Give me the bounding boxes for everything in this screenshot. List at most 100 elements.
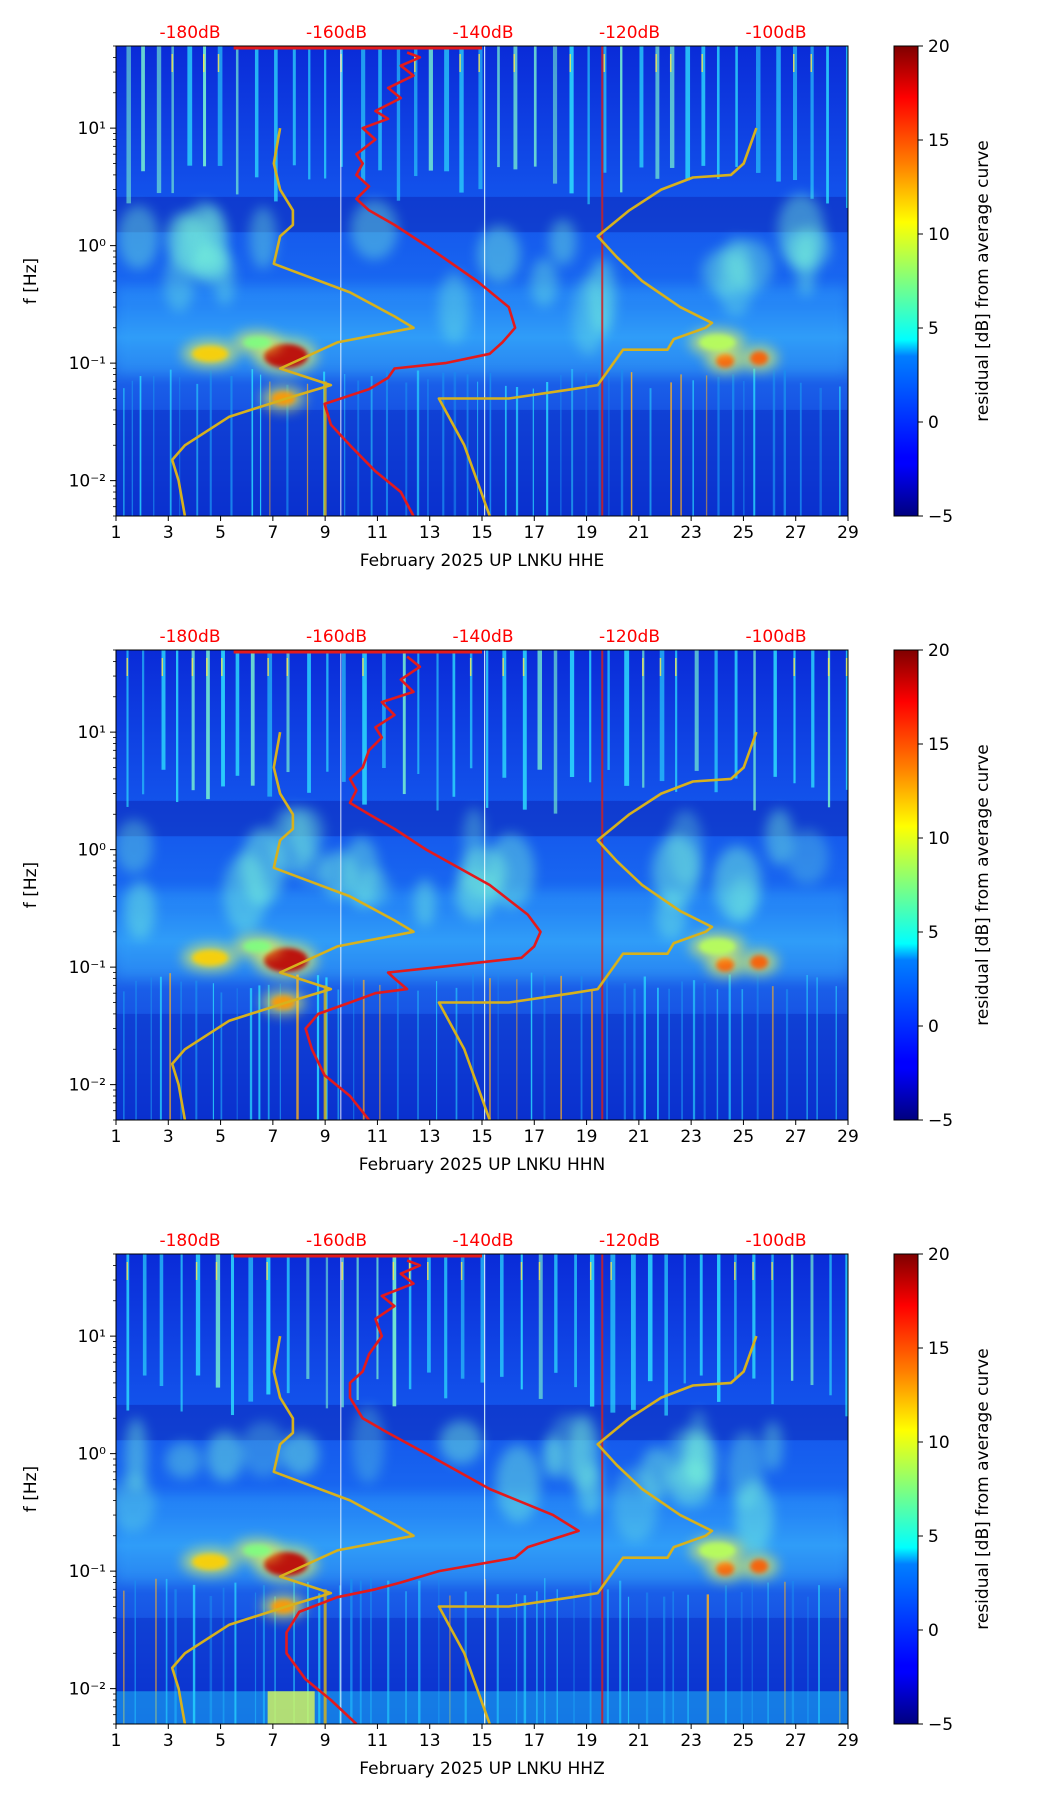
diffuse-energy	[116, 1475, 155, 1532]
x-tick-label: 17	[523, 1731, 545, 1751]
series-noise-model	[170, 127, 415, 516]
activity-streak	[126, 650, 129, 807]
colorbar-tick-label: 10	[928, 1433, 950, 1453]
x-tick-label: 19	[576, 523, 598, 543]
activity-streak	[308, 46, 311, 180]
db-scale-label: -180dB	[159, 23, 220, 43]
colorbar	[893, 45, 919, 517]
activity-streak	[206, 650, 210, 800]
activity-streak	[603, 46, 607, 173]
activity-streak-peak	[610, 1262, 612, 1280]
x-tick-label: 17	[523, 523, 545, 543]
diffuse-energy	[477, 225, 521, 283]
activity-streak-peak	[203, 54, 205, 72]
activity-streak	[620, 46, 623, 193]
low-frequency-band	[116, 1013, 848, 1120]
diffuse-energy	[206, 1431, 244, 1482]
activity-streak-peak	[392, 1262, 395, 1280]
activity-streak-peak	[642, 658, 644, 676]
activity-streak-peak	[126, 658, 128, 676]
series-noise-model	[170, 731, 415, 1120]
activity-streak	[537, 650, 543, 770]
activity-streak	[340, 46, 343, 167]
x-tick-label: 29	[837, 1127, 859, 1147]
activity-streak	[254, 46, 259, 178]
activity-streak-peak	[522, 658, 525, 676]
activity-streak-peak	[206, 658, 208, 676]
x-tick-label: 25	[733, 1731, 755, 1751]
activity-streak	[845, 1254, 848, 1417]
activity-streak	[647, 1254, 653, 1382]
x-tick-label: 1	[111, 1127, 122, 1147]
diffuse-energy	[727, 239, 773, 293]
x-axis-label: February 2025 UP LNKU HHN	[359, 1155, 606, 1175]
colorbar-tick-label: 0	[928, 1621, 939, 1641]
activity-streak	[553, 650, 558, 814]
activity-streak-peak	[341, 1262, 343, 1280]
y-tick-label: 10⁻²	[69, 1076, 106, 1096]
colorbar-tick-label: 15	[928, 1339, 950, 1359]
diffuse-energy	[786, 829, 829, 884]
x-tick-label: 25	[733, 1127, 755, 1147]
activity-streak	[694, 650, 699, 771]
activity-streak	[382, 650, 386, 769]
activity-streak	[444, 46, 450, 172]
activity-streak-peak	[221, 658, 223, 676]
activity-streak	[714, 650, 718, 793]
activity-streak	[664, 1254, 668, 1416]
x-axis-label: February 2025 UP LNKU HHE	[360, 551, 605, 571]
activity-streak-peak	[538, 1262, 541, 1280]
activity-streak	[589, 1254, 595, 1407]
activity-streak-peak	[362, 658, 364, 676]
diffuse-energy	[281, 1432, 319, 1476]
x-tick-label: 17	[523, 1127, 545, 1147]
activity-streak	[274, 46, 278, 202]
activity-streak-peak	[267, 658, 269, 676]
activity-streak	[361, 46, 366, 182]
diffuse-energy	[572, 275, 605, 356]
colorbar-tick-label: 20	[928, 641, 950, 661]
diffuse-energy	[547, 1414, 590, 1481]
activity-streak	[587, 46, 590, 205]
activity-streak-peak	[569, 54, 571, 72]
db-scale-label: -100dB	[745, 627, 806, 647]
activity-streak	[341, 1254, 344, 1408]
activity-streak	[356, 1254, 359, 1401]
x-tick-label: 9	[320, 523, 331, 543]
x-tick-label: 23	[680, 1731, 702, 1751]
activity-streak	[187, 46, 193, 166]
x-tick-label: 29	[837, 523, 859, 543]
activity-streak	[221, 650, 225, 787]
x-tick-label: 5	[215, 1731, 226, 1751]
y-tick-label: 10⁻²	[69, 1680, 106, 1700]
activity-streak	[538, 1254, 543, 1399]
x-tick-label: 9	[320, 1731, 331, 1751]
activity-streak	[659, 650, 665, 782]
storm-core	[192, 949, 229, 966]
activity-streak-peak	[734, 1262, 736, 1280]
x-tick-label: 7	[267, 1127, 278, 1147]
storm-core	[243, 940, 272, 953]
diffuse-energy	[486, 833, 535, 909]
diffuse-energy	[117, 205, 159, 270]
diffuse-energy	[612, 1467, 658, 1543]
activity-streak	[341, 650, 346, 782]
activity-streak	[175, 650, 179, 803]
activity-streak	[436, 650, 439, 811]
activity-streak	[574, 1254, 577, 1388]
dark-gap-band	[116, 1404, 848, 1441]
activity-streak	[171, 46, 174, 194]
dark-gap-band	[116, 196, 848, 233]
x-tick-label: 11	[367, 1731, 389, 1751]
activity-streak	[156, 46, 162, 194]
x-tick-label: 11	[367, 1127, 389, 1147]
activity-streak	[195, 1254, 201, 1376]
activity-streak	[142, 1254, 147, 1376]
activity-streak	[126, 1254, 130, 1411]
colorbar-tick-label: 15	[928, 735, 950, 755]
activity-streak	[655, 46, 660, 179]
activity-streak	[427, 1254, 431, 1373]
activity-streak-peak	[286, 658, 288, 676]
